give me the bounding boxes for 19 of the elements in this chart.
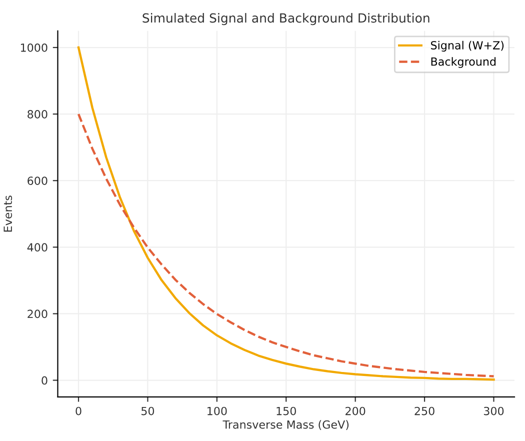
chart-title: Simulated Signal and Background Distribution [142,13,430,26]
x-axis-title: Transverse Mass (GeV) [222,420,349,430]
x-tick-label: 300 [484,406,504,416]
line-series [77,112,495,378]
y-tick-label: 400 [27,243,48,252]
y-tick-label: 800 [28,110,48,118]
y-tick-label: 0 [42,376,48,385]
x-tick-label: 100 [208,406,227,416]
x-tick-label: 0 [76,406,82,416]
y-tick-label: 200 [28,310,48,318]
y-tick-label: 1000 [20,43,48,52]
x-tick-label: 50 [142,406,154,416]
legend-label: Signal (W+Z) [430,40,504,52]
x-tick-label: 200 [346,406,366,416]
x-tick-label: 250 [414,406,434,416]
x-tick-label: 150 [276,406,296,416]
y-tick-label: 600 [28,176,48,185]
y-axis-title: Events [4,196,12,232]
legend-label: Background [431,57,496,68]
